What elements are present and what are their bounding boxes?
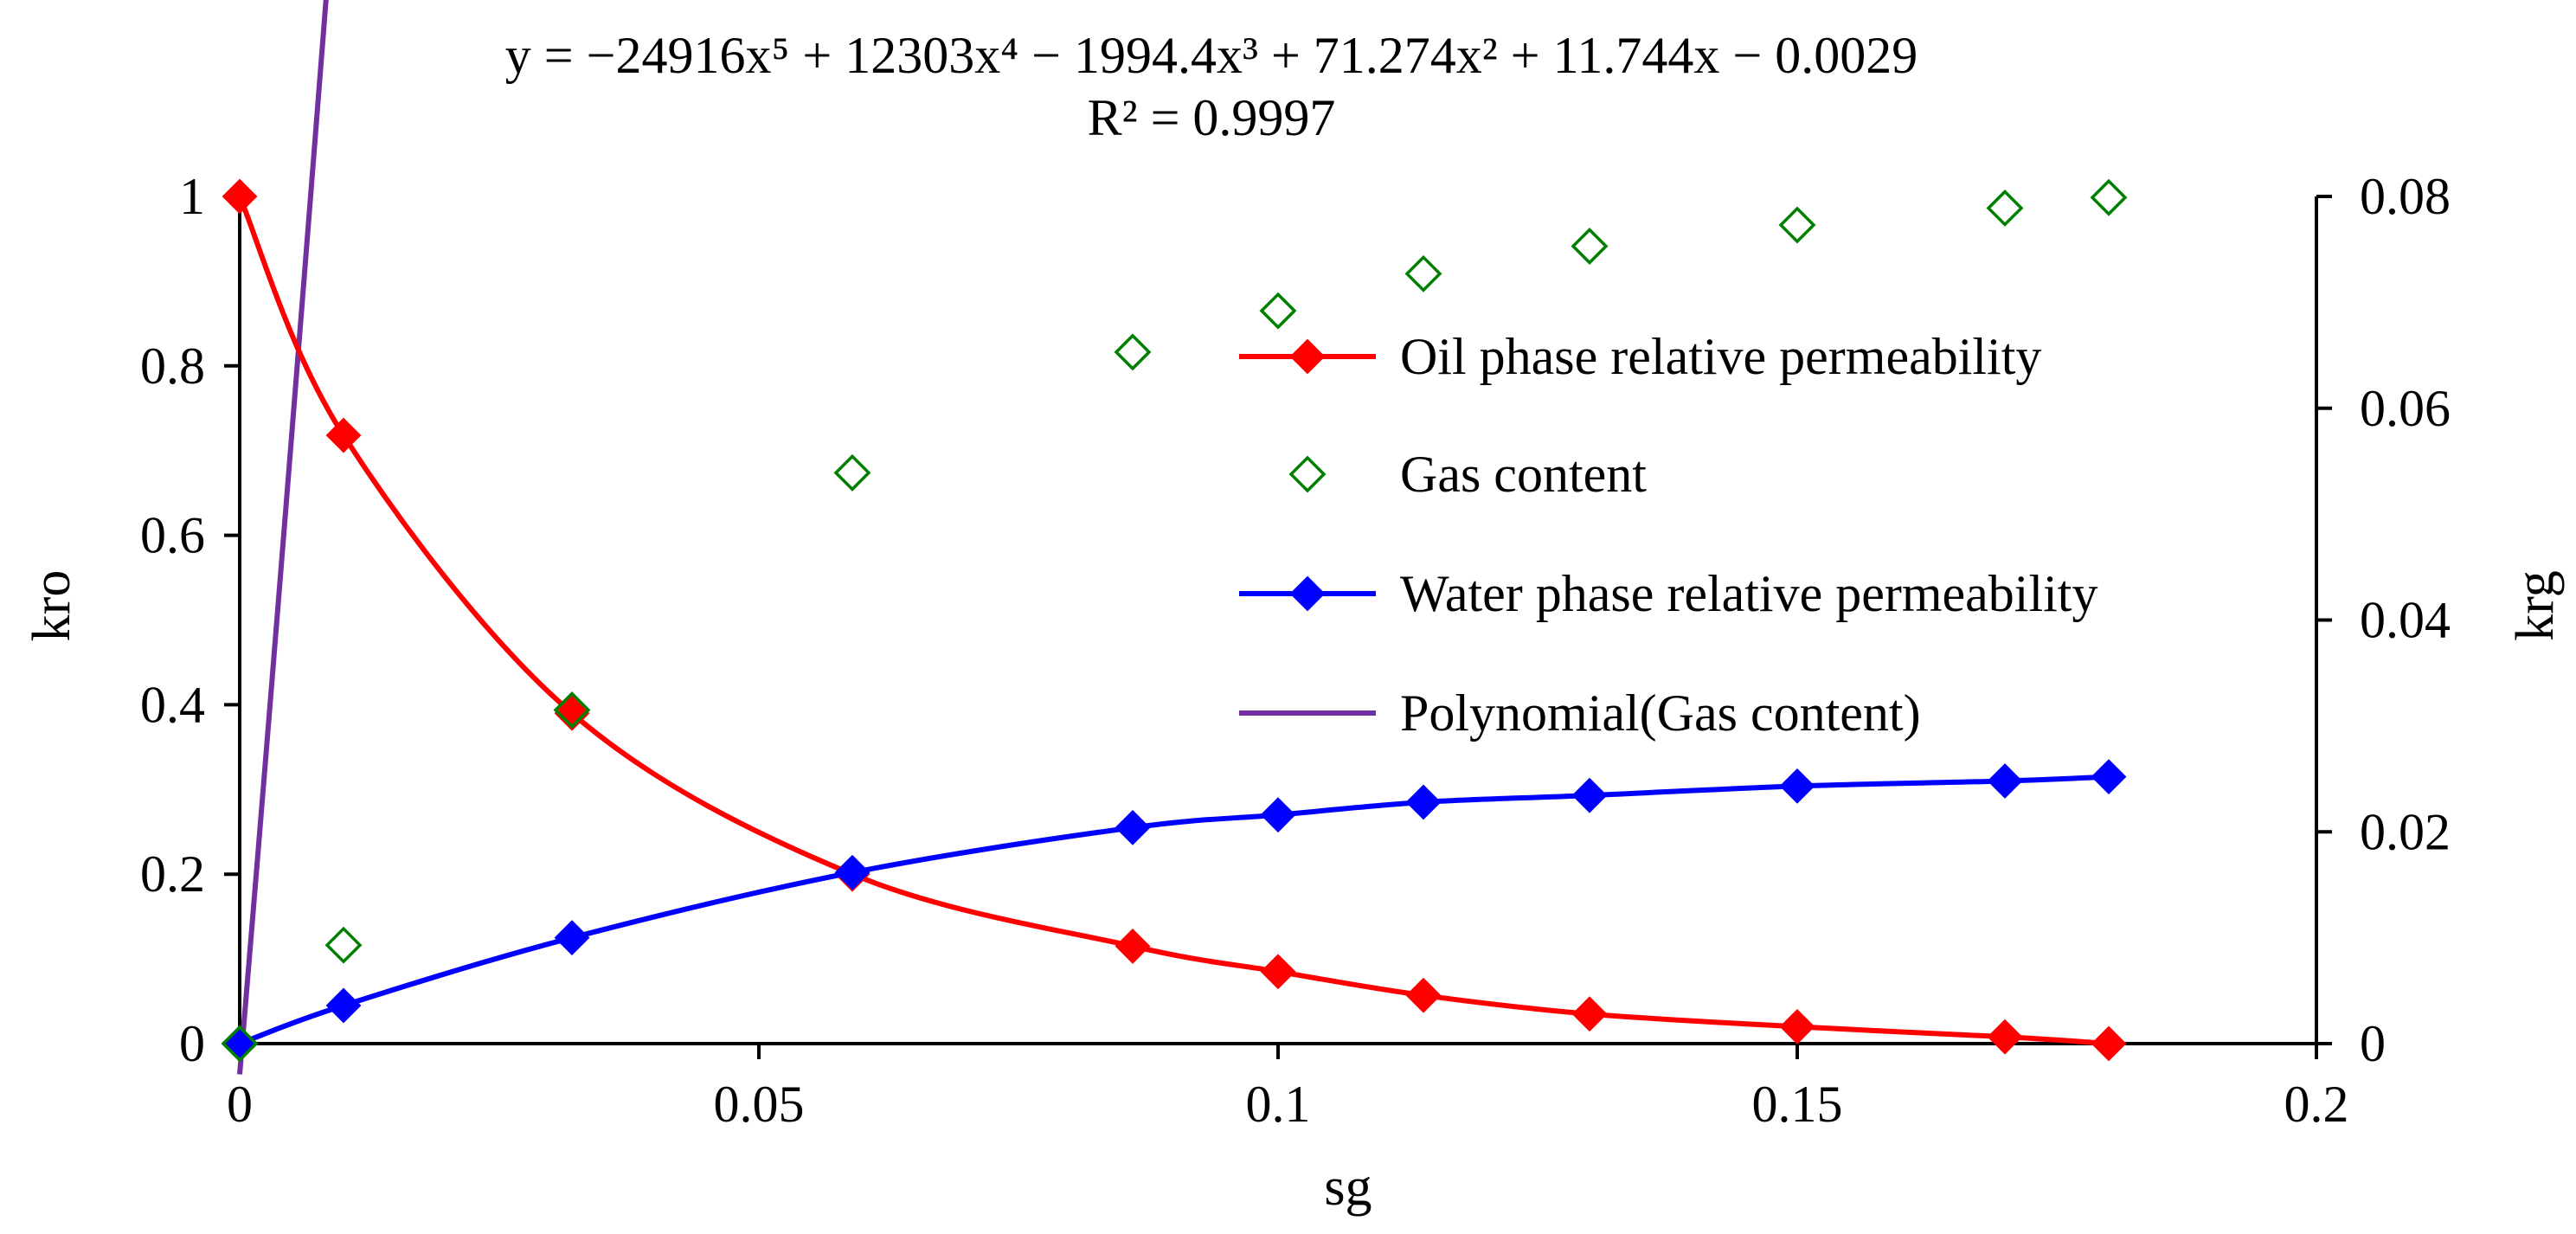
series-water-phase-relative-permeability [222,759,2127,1062]
series-polynomial-gas-content [237,0,329,1075]
y-left-tick-label: 0.2 [140,845,205,903]
data-point [554,920,590,956]
data-point [2090,178,2128,216]
data-point [1114,333,1152,371]
data-point [1405,977,1442,1013]
data-point [222,1025,258,1062]
data-point [1571,228,1609,265]
data-point [553,691,591,729]
y-right-tick-label: 0.08 [2360,168,2451,225]
data-point [1260,797,1296,833]
data-point [221,1025,259,1063]
legend-label: Gas content [1400,446,1647,503]
data-point [1987,763,2023,799]
x-tick-label: 0.05 [714,1076,805,1133]
data-point [1115,929,1151,964]
data-point [1404,254,1442,292]
data-point [833,453,871,492]
x-axis-label: sg [1324,1158,1372,1217]
series-gas-content [221,178,2128,1063]
legend-marker [1288,455,1327,493]
data-point [1779,1009,1815,1044]
data-point [1779,768,1815,804]
legend-marker [1289,575,1326,612]
y-left-tick-label: 1 [179,168,205,225]
plot-area [221,0,2128,1075]
y-right-tick-label: 0.02 [2360,803,2451,860]
x-tick-label: 0.1 [1246,1076,1311,1133]
data-point [554,695,590,731]
data-point [1405,784,1442,820]
data-point [2091,759,2127,795]
y-left-tick-label: 0.4 [140,676,205,733]
y-right-tick-label: 0 [2360,1015,2386,1072]
legend-label: Oil phase relative permeability [1400,328,2041,385]
y-axis-left-label: kro [22,570,81,642]
legend: Oil phase relative permeability Gas conte… [1239,328,2097,742]
data-point [1778,206,1816,244]
data-point [1571,777,1608,813]
data-point [1115,809,1151,845]
legend-item-water-phase-relative-permeability: Water phase relative permeability [1239,565,2097,622]
trendline-polynomial-gas-content [237,0,329,1075]
data-point [1987,1019,2023,1055]
data-point [325,417,362,453]
legend-label: Polynomial(Gas content) [1400,684,1921,742]
data-point [1259,292,1297,330]
axes [224,195,2332,1059]
x-tick-label: 0 [227,1076,253,1133]
data-point [1571,996,1608,1032]
data-point [325,987,362,1024]
y-right-tick-label: 0.06 [2360,380,2451,437]
legend-item-gas-content: Gas content [1288,446,1647,503]
chart-title-equation: y = −24916x⁵ + 12303x⁴ − 1994.4x³ + 71.2… [505,27,1918,84]
data-point [222,178,258,215]
y-left-tick-label: 0.8 [140,337,205,395]
legend-marker [1289,338,1326,375]
chart-title-r-squared: R² = 0.9997 [1088,89,1336,146]
x-tick-label: 0.2 [2284,1076,2349,1133]
y-left-tick-label: 0 [179,1015,205,1072]
x-tick-label: 0.15 [1752,1076,1843,1133]
data-point [324,926,363,964]
data-point [834,854,870,890]
legend-item-polynomial-gas-content: Polynomial(Gas content) [1239,684,1921,742]
legend-label: Water phase relative permeability [1400,565,2097,622]
series-line [238,774,2110,1046]
data-point [2091,1025,2127,1062]
y-axis-right-label: krg [2506,570,2565,641]
data-point [1986,189,2024,227]
legend-item-oil-phase-relative-permeability: Oil phase relative permeability [1239,328,2041,385]
y-left-tick-label: 0.6 [140,507,205,564]
tick-labels: 0 0.05 0.1 0.15 0.200.20.40.60.8100.020.040.… [140,168,2451,1133]
y-right-tick-label: 0.04 [2360,592,2451,649]
data-point [1260,954,1296,990]
